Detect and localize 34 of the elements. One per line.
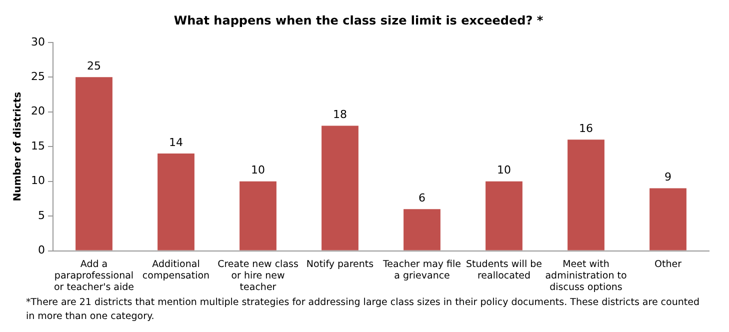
y-tick-label: 15 xyxy=(30,139,45,152)
bar xyxy=(404,209,440,250)
x-tick-label: Teacher may file a grievance xyxy=(382,258,462,282)
x-tick-label: Additional compensation xyxy=(142,258,210,282)
data-label: 18 xyxy=(333,108,347,122)
bar xyxy=(486,181,522,250)
y-axis-title: Number of districts xyxy=(12,92,24,202)
data-label: 10 xyxy=(497,164,511,177)
x-tick-label: Other xyxy=(654,258,682,270)
data-label: 10 xyxy=(251,164,265,177)
data-label: 9 xyxy=(664,170,672,184)
text: *There are 21 districts that mention multiple strategies for addressing large class sizes in their policy documents. These districts are counted in more than one category. xyxy=(26,296,700,324)
y-tick-label: 20 xyxy=(30,104,45,118)
bar xyxy=(158,154,194,250)
x-tick-label: Students will be reallocated xyxy=(466,258,542,282)
y-tick-label: 5 xyxy=(38,208,45,222)
bar xyxy=(322,126,358,250)
data-label: 6 xyxy=(418,191,426,204)
y-tick-label: 0 xyxy=(38,244,45,257)
x-tick-label: Meet with administration to discuss options xyxy=(545,258,627,293)
y-tick-label: 25 xyxy=(30,70,45,83)
data-label: 14 xyxy=(169,136,183,149)
bar xyxy=(240,181,276,250)
data-label: 25 xyxy=(86,59,101,72)
data-label: 16 xyxy=(579,122,593,136)
x-tick-label: Notify parents xyxy=(306,258,374,270)
bar xyxy=(568,140,604,250)
bar xyxy=(650,188,686,250)
y-tick-label: 10 xyxy=(30,174,45,188)
chart-title: What happens when the class size limit is exceeded? * xyxy=(174,13,544,28)
bar xyxy=(76,77,112,250)
x-tick-label: Add a paraprofessional or teacher's aide xyxy=(54,258,134,293)
x-tick-label: Create new class or hire new teacher xyxy=(218,258,298,293)
y-tick-label: 30 xyxy=(30,35,45,48)
